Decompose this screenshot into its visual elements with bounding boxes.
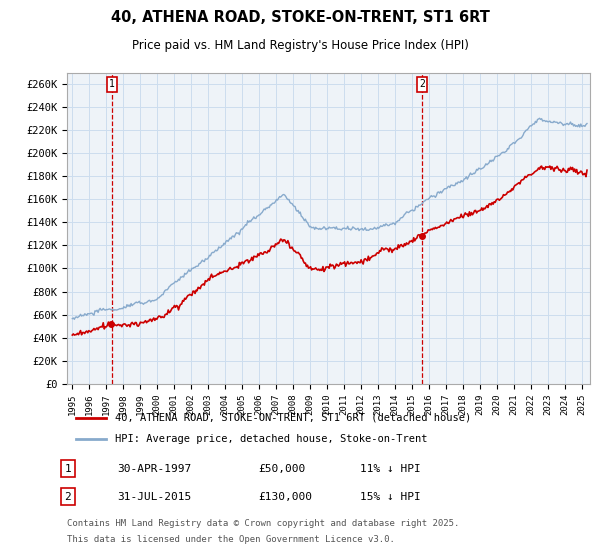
Text: 1: 1 <box>64 464 71 474</box>
Text: 11% ↓ HPI: 11% ↓ HPI <box>360 464 421 474</box>
Text: Contains HM Land Registry data © Crown copyright and database right 2025.: Contains HM Land Registry data © Crown c… <box>67 519 460 528</box>
Text: 31-JUL-2015: 31-JUL-2015 <box>117 492 191 502</box>
Text: 40, ATHENA ROAD, STOKE-ON-TRENT, ST1 6RT: 40, ATHENA ROAD, STOKE-ON-TRENT, ST1 6RT <box>110 10 490 25</box>
Text: HPI: Average price, detached house, Stoke-on-Trent: HPI: Average price, detached house, Stok… <box>115 435 427 444</box>
Text: £130,000: £130,000 <box>258 492 312 502</box>
Text: Price paid vs. HM Land Registry's House Price Index (HPI): Price paid vs. HM Land Registry's House … <box>131 39 469 52</box>
Text: This data is licensed under the Open Government Licence v3.0.: This data is licensed under the Open Gov… <box>67 535 395 544</box>
Text: 30-APR-1997: 30-APR-1997 <box>117 464 191 474</box>
Text: 15% ↓ HPI: 15% ↓ HPI <box>360 492 421 502</box>
Text: 2: 2 <box>419 80 425 89</box>
Text: 2: 2 <box>64 492 71 502</box>
Text: 40, ATHENA ROAD, STOKE-ON-TRENT, ST1 6RT (detached house): 40, ATHENA ROAD, STOKE-ON-TRENT, ST1 6RT… <box>115 413 471 423</box>
Text: £50,000: £50,000 <box>258 464 305 474</box>
Text: 1: 1 <box>109 80 115 89</box>
